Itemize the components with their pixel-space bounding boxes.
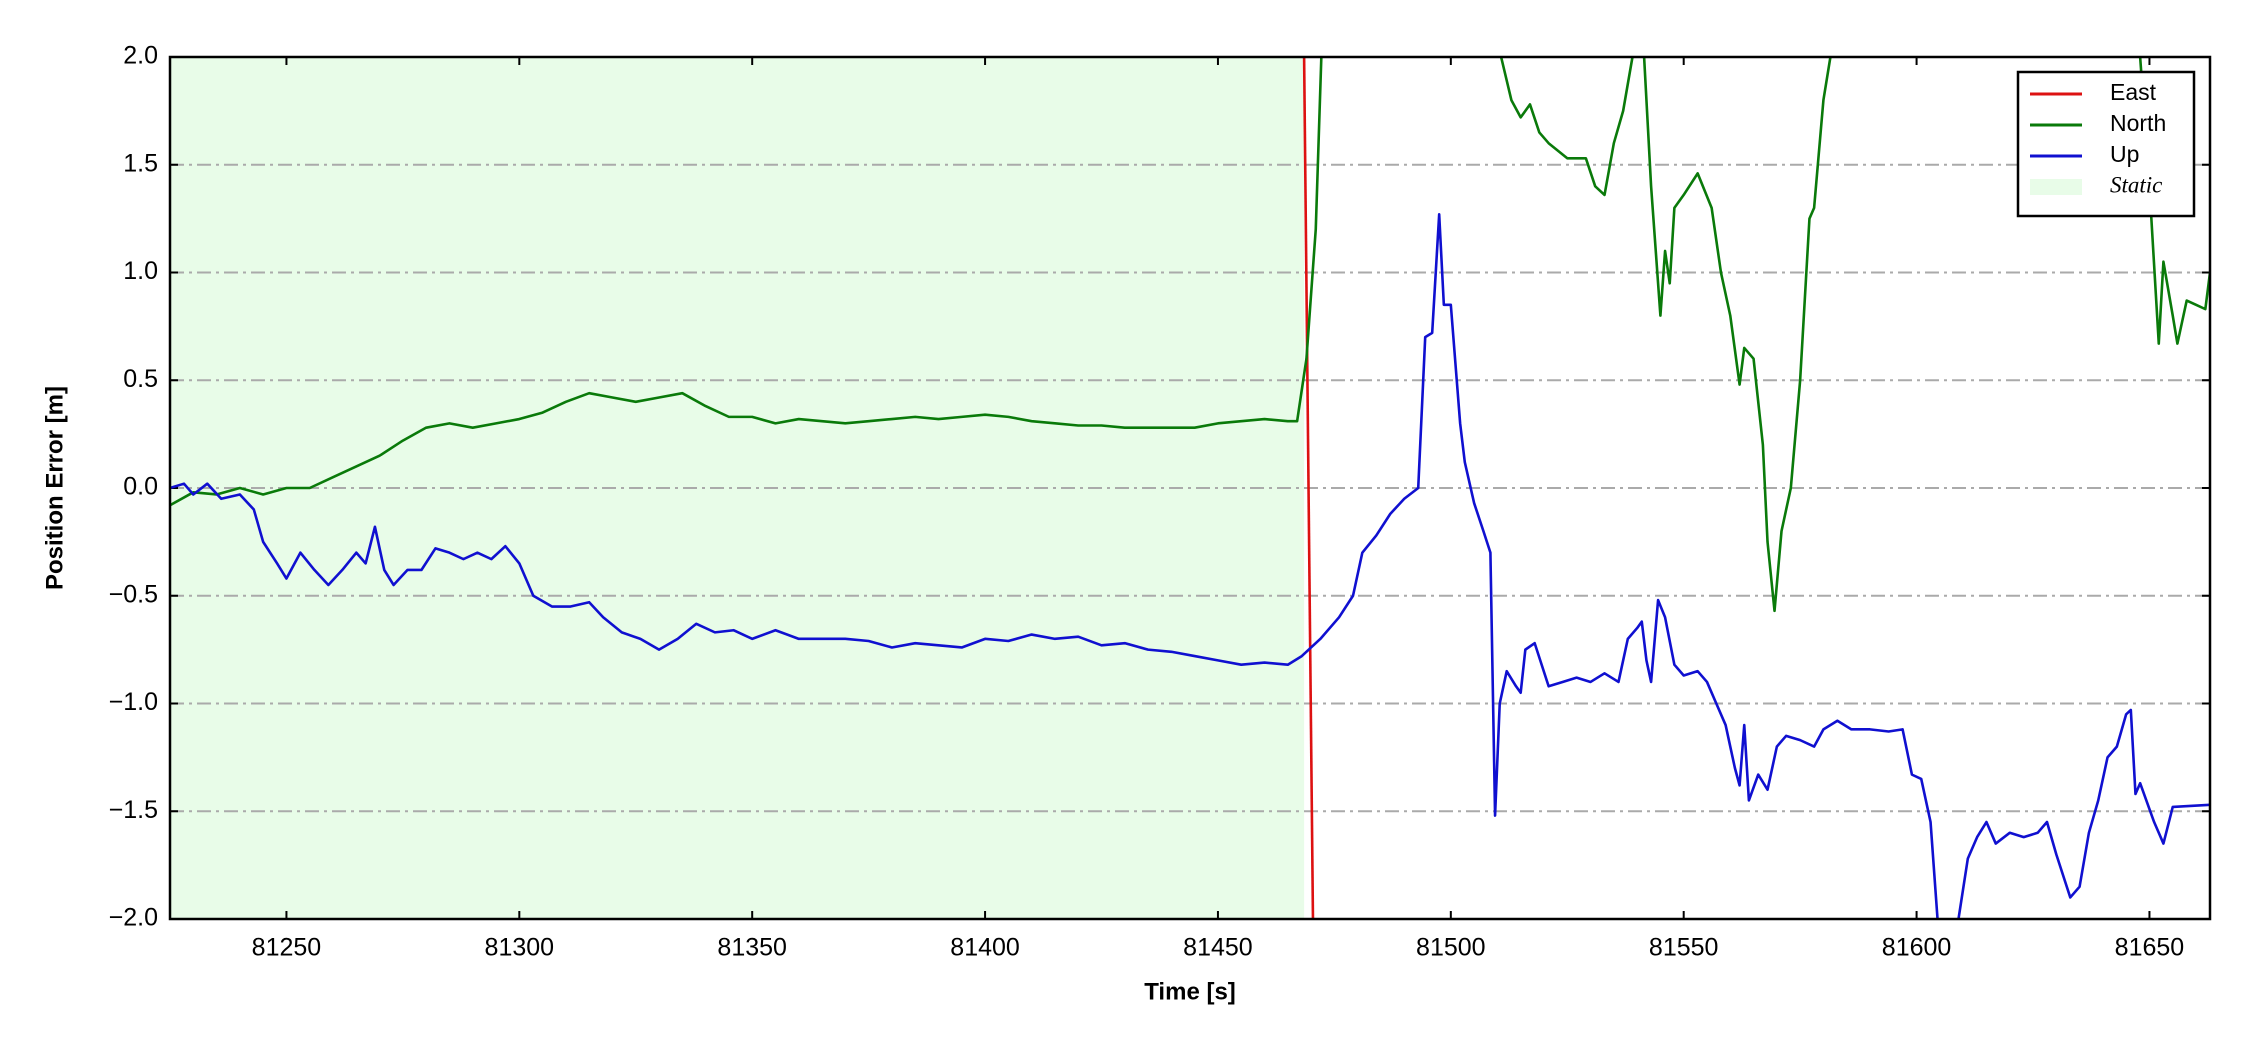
x-tick-label: 81400 — [950, 934, 1020, 962]
series-line — [1302, 57, 1315, 919]
series-line — [170, 57, 2210, 613]
legend-label: North — [2110, 110, 2166, 136]
y-tick-label: 2.0 — [123, 42, 158, 70]
y-tick-label: −1.0 — [109, 688, 158, 716]
x-tick-label: 81350 — [717, 934, 787, 962]
y-tick-label: −2.0 — [109, 904, 158, 932]
x-tick-label: 81500 — [1416, 934, 1486, 962]
legend-swatch — [2030, 179, 2082, 195]
x-tick-label: 81300 — [485, 934, 555, 962]
y-tick-label: −1.5 — [109, 796, 158, 824]
plot-lines — [170, 57, 2210, 919]
y-axis-label: Position Error [m] — [41, 386, 68, 590]
legend-label: Static — [2110, 172, 2162, 197]
y-tick-label: 0.5 — [123, 365, 158, 393]
y-tick-label: 1.0 — [123, 257, 158, 285]
y-tick-label: 0.0 — [123, 473, 158, 501]
plot-frame — [168, 55, 2212, 921]
y-tick-label: −0.5 — [109, 580, 158, 608]
x-tick-label: 81650 — [2115, 934, 2185, 962]
legend-label: East — [2110, 79, 2157, 105]
y-tick-label: 1.5 — [123, 149, 158, 177]
series-line — [170, 213, 2210, 919]
x-tick-label: 81550 — [1649, 934, 1719, 962]
legend-label: Up — [2110, 141, 2139, 167]
x-tick-label: 81450 — [1183, 934, 1253, 962]
x-tick-label: 81600 — [1882, 934, 1952, 962]
x-tick-label: 81250 — [252, 934, 322, 962]
x-axis-label: Time [s] — [1144, 978, 1236, 1005]
